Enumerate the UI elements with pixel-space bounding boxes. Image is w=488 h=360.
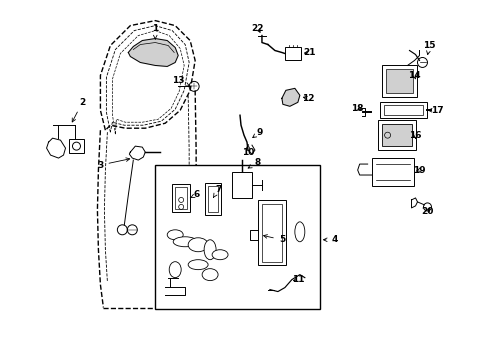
Bar [383,105,423,115]
Ellipse shape [188,260,208,270]
Ellipse shape [203,240,216,260]
Text: 13: 13 [172,76,189,86]
Bar [381,124,411,146]
Polygon shape [281,88,299,106]
Text: 8: 8 [247,158,261,168]
Bar [381,66,416,97]
Text: 17: 17 [427,106,443,115]
Polygon shape [128,39,178,67]
Text: 3: 3 [97,158,129,170]
Bar [68,139,84,153]
Text: 1: 1 [152,24,158,39]
Text: 18: 18 [351,104,363,113]
Ellipse shape [167,230,183,240]
Bar [285,46,300,60]
Text: 9: 9 [252,128,263,138]
Text: 14: 14 [407,71,420,80]
Ellipse shape [173,237,197,247]
Text: 20: 20 [421,207,433,216]
Ellipse shape [188,238,208,252]
Text: 5: 5 [263,235,285,244]
Bar [258,200,285,265]
Bar [155,165,319,310]
Bar [208,186,218,212]
Text: 6: 6 [190,190,199,199]
Text: 16: 16 [408,131,421,140]
Bar [371,158,413,186]
Ellipse shape [169,262,181,278]
Ellipse shape [202,269,218,280]
Bar [172,184,190,212]
Text: 7: 7 [213,185,221,197]
Bar [379,102,427,118]
Text: 21: 21 [303,48,315,57]
Text: 19: 19 [412,166,425,175]
Bar [262,204,281,262]
Text: 12: 12 [301,94,313,103]
Ellipse shape [212,250,227,260]
Text: 11: 11 [291,275,304,284]
Bar [204,183,221,215]
Text: 22: 22 [251,24,264,33]
Bar [385,69,412,93]
Text: 15: 15 [422,41,435,55]
Bar [175,187,187,209]
Text: 4: 4 [323,235,337,244]
Text: 2: 2 [72,98,85,122]
Text: 10: 10 [241,145,254,157]
Bar [377,120,415,150]
Ellipse shape [294,222,304,242]
Bar [232,172,251,198]
